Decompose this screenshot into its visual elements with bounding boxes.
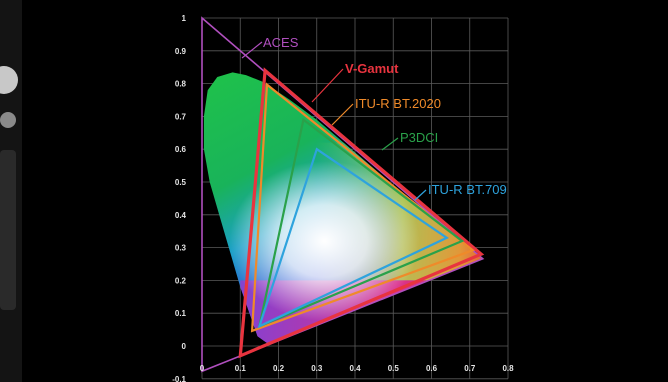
gamut-triangles [201,16,485,373]
series-label-bt2020: ITU-R BT.2020 [355,96,441,111]
series-label-leaders [241,41,427,201]
x-tick-label: 0.7 [464,364,476,373]
series-label-v-gamut: V-Gamut [345,61,399,76]
y-tick-label: 0.3 [175,244,187,253]
gamut-triangle-itu-r-bt-709 [257,147,450,329]
x-tick-label: 0.4 [349,364,361,373]
gamut-triangle-v-gamut [238,67,485,359]
x-tick-label: 0.8 [502,364,514,373]
x-tick-label: 0.5 [388,364,400,373]
y-tick-label: 0.7 [175,112,187,121]
y-tick-label: 0.9 [175,47,187,56]
x-tick-label: 0.3 [311,364,323,373]
y-tick-label: 0.8 [175,80,187,89]
gamut-triangle-aces [201,16,485,373]
y-tick-label: 0.5 [175,178,187,187]
gamut-triangle-itu-r-bt-2020 [250,82,476,333]
y-tick-label: -0.1 [172,375,186,382]
x-tick-label: 0.1 [235,364,247,373]
gamut-triangle-p3dci [257,117,465,329]
series-label-aces: ACES [263,35,299,50]
x-tick-label: 0 [200,364,205,373]
spectral-locus [203,72,484,345]
x-tick-label: 0.6 [426,364,438,373]
x-tick-label: 0.2 [273,364,285,373]
axis-tick-labels: 0 0.1 0.2 0.3 0.4 0.5 0.6 0.7 0.8 -0.1 0 0.1 0.2 0.3 0… [172,14,514,382]
y-tick-label: 0.2 [175,276,187,285]
camera-edge-graphic [0,0,22,382]
y-tick-label: 0 [182,342,187,351]
y-tick-label: 0.4 [175,211,187,220]
y-tick-label: 0.6 [175,145,187,154]
y-tick-label: 1 [182,14,187,23]
series-label-bt709: ITU-R BT.709 [428,182,507,197]
white-point-glow [229,161,420,322]
y-tick-label: 0.1 [175,309,187,318]
series-label-p3dci: P3DCI [400,130,438,145]
